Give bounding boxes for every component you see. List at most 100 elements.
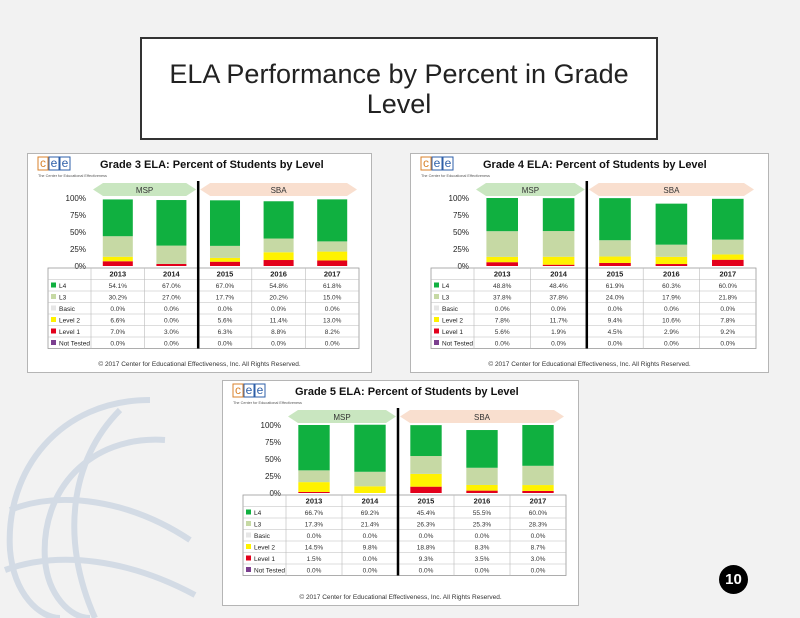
chart2-bar-3-4	[466, 490, 498, 493]
chart1-legend-swatch-4	[434, 328, 439, 334]
chart1-cell-0-2: 61.9%	[606, 283, 625, 290]
page-number: 10	[725, 571, 742, 588]
chart2-cell-1-2: 26.3%	[417, 521, 436, 528]
chart1-bar-1-3	[542, 256, 575, 265]
chart0-bar-4-4	[317, 260, 348, 266]
chart1-cell-4-2: 4.5%	[608, 329, 623, 336]
chart1-x-label-3: 2016	[663, 270, 680, 279]
chart1-cell-5-1: 0.0%	[551, 340, 566, 347]
chart0-cell-4-2: 6.3%	[218, 329, 233, 336]
chart0-bar-4-3	[317, 251, 348, 261]
chart0-cell-1-0: 30.2%	[109, 294, 128, 301]
chart1-x-label-2: 2015	[607, 270, 624, 279]
chart1-bar-4-1	[712, 239, 744, 255]
chart1-logo-box-1	[431, 156, 443, 171]
chart2-bar-0-3	[298, 482, 330, 492]
chart1-bar-2-3	[599, 256, 631, 263]
chart0-bar-3-3	[263, 252, 294, 261]
chart2-cell-2-1: 0.0%	[363, 533, 378, 540]
chart2-cell-1-1: 21.4%	[361, 521, 380, 528]
chart2-bar-0-0	[298, 425, 330, 471]
page-title: ELA Performance by Percent in Grade Leve…	[169, 58, 629, 119]
chart2-x-label-4: 2017	[530, 497, 547, 506]
chart0-legend-label-4: Level 1	[59, 329, 80, 336]
chart2-cell-4-0: 1.5%	[307, 556, 322, 563]
chart2-cell-3-0: 14.5%	[305, 544, 324, 551]
chart2-x-label-0: 2013	[306, 497, 323, 506]
chart2-bar-4-4	[522, 490, 554, 493]
chart2-logo-box-0	[232, 383, 244, 398]
chart0-cell-4-4: 8.2%	[325, 329, 340, 336]
chart0-bar-3-0	[263, 201, 294, 239]
chart1-legend-label-1: L3	[442, 294, 450, 301]
chart1-x-label-1: 2014	[550, 270, 568, 279]
chart1-legend-swatch-3	[434, 317, 439, 322]
chart1-cell-4-0: 5.6%	[495, 329, 510, 336]
chart0-test-label-0: MSP	[136, 186, 153, 195]
chart2-cell-5-2: 0.0%	[419, 567, 434, 574]
chart1-cell-2-0: 0.0%	[495, 306, 510, 313]
chart0-logo-letter-0: c	[40, 156, 46, 170]
chart1-logo-box-2	[442, 156, 454, 171]
chart1-bar-2-1	[599, 240, 631, 257]
chart0-title: Grade 3 ELA: Percent of Students by Leve…	[100, 159, 324, 171]
chart0-bar-2-0	[209, 200, 241, 246]
chart1-bar-1-4	[542, 264, 575, 266]
chart1-cell-3-0: 7.8%	[495, 317, 510, 324]
chart1-cell-2-4: 0.0%	[720, 306, 735, 313]
chart0-test-arrow-1	[200, 183, 357, 196]
chart1-cell-3-3: 10.6%	[662, 317, 681, 324]
chart2-cell-3-4: 8.7%	[531, 544, 546, 551]
chart0-bar-2-4	[209, 261, 241, 266]
chart2-bar-0-1	[298, 470, 330, 483]
chart2-cell-1-0: 17.3%	[305, 521, 324, 528]
chart0-legend-label-0: L4	[59, 283, 67, 290]
chart2-logo-letter-1: e	[246, 383, 253, 397]
chart0-x-label-1: 2014	[163, 270, 181, 279]
chart0-bar-4-0	[317, 199, 348, 242]
chart0-legend-label-3: Level 2	[59, 317, 80, 324]
chart2-cell-3-2: 18.8%	[417, 544, 436, 551]
panel-grade-4: c e e The Center for Educational Effectiven…	[410, 153, 769, 373]
chart1-copyright: © 2017 Center for Educational Effectiven…	[488, 360, 690, 368]
chart1-cell-0-3: 60.3%	[662, 283, 681, 290]
chart2-table-border	[242, 494, 567, 576]
chart2-legend-swatch-5	[246, 567, 251, 572]
chart2-bar-2-4	[410, 486, 442, 493]
chart0-bar-0-3	[102, 256, 133, 262]
chart0-cell-0-1: 67.0%	[162, 283, 181, 290]
chart2-bar-4-1	[522, 465, 554, 486]
chart2-bar-2-0	[410, 425, 442, 457]
chart0-bar-3-1	[263, 238, 294, 253]
chart2-cell-5-0: 0.0%	[307, 567, 322, 574]
chart1-y-tick-4: 100%	[449, 194, 469, 203]
chart0-cell-4-3: 8.8%	[271, 329, 286, 336]
chart0-cell-1-3: 20.2%	[269, 294, 288, 301]
chart0-y-tick-4: 100%	[66, 194, 86, 203]
chart1-legend-swatch-5	[434, 340, 439, 345]
chart0-logo-box-0	[37, 156, 49, 171]
panel-grade-3: c e e The Center for Educational Effectiven…	[27, 153, 372, 373]
chart2-logo-caption: The Center for Educational Effectiveness	[233, 401, 302, 405]
chart0-legend-swatch-1	[51, 294, 56, 299]
chart1-cell-3-2: 9.4%	[608, 317, 623, 324]
chart0-x-label-0: 2013	[109, 270, 126, 279]
chart0-cell-0-0: 54.1%	[109, 283, 128, 290]
chart0-bar-2-1	[209, 245, 241, 258]
chart0-bar-0-1	[102, 236, 133, 257]
chart1-bar-3-3	[655, 256, 688, 265]
chart2-y-tick-3: 75%	[265, 438, 281, 447]
chart0-test-arrow-0	[93, 183, 197, 196]
chart2-cell-2-2: 0.0%	[419, 533, 434, 540]
chart2-logo-box-1	[243, 383, 255, 398]
chart2-test-arrow-1	[400, 410, 564, 423]
chart0-table-border	[47, 267, 360, 349]
chart0-cell-2-4: 0.0%	[325, 306, 340, 313]
chart0-logo-letter-1: e	[51, 156, 58, 170]
chart2-legend-label-3: Level 2	[254, 544, 275, 551]
chart1-logo-box-0	[420, 156, 432, 171]
chart0-cell-2-1: 0.0%	[164, 306, 179, 313]
chart1-title: Grade 4 ELA: Percent of Students by Leve…	[483, 159, 707, 171]
chart0-legend-label-5: Not Tested	[59, 340, 90, 347]
